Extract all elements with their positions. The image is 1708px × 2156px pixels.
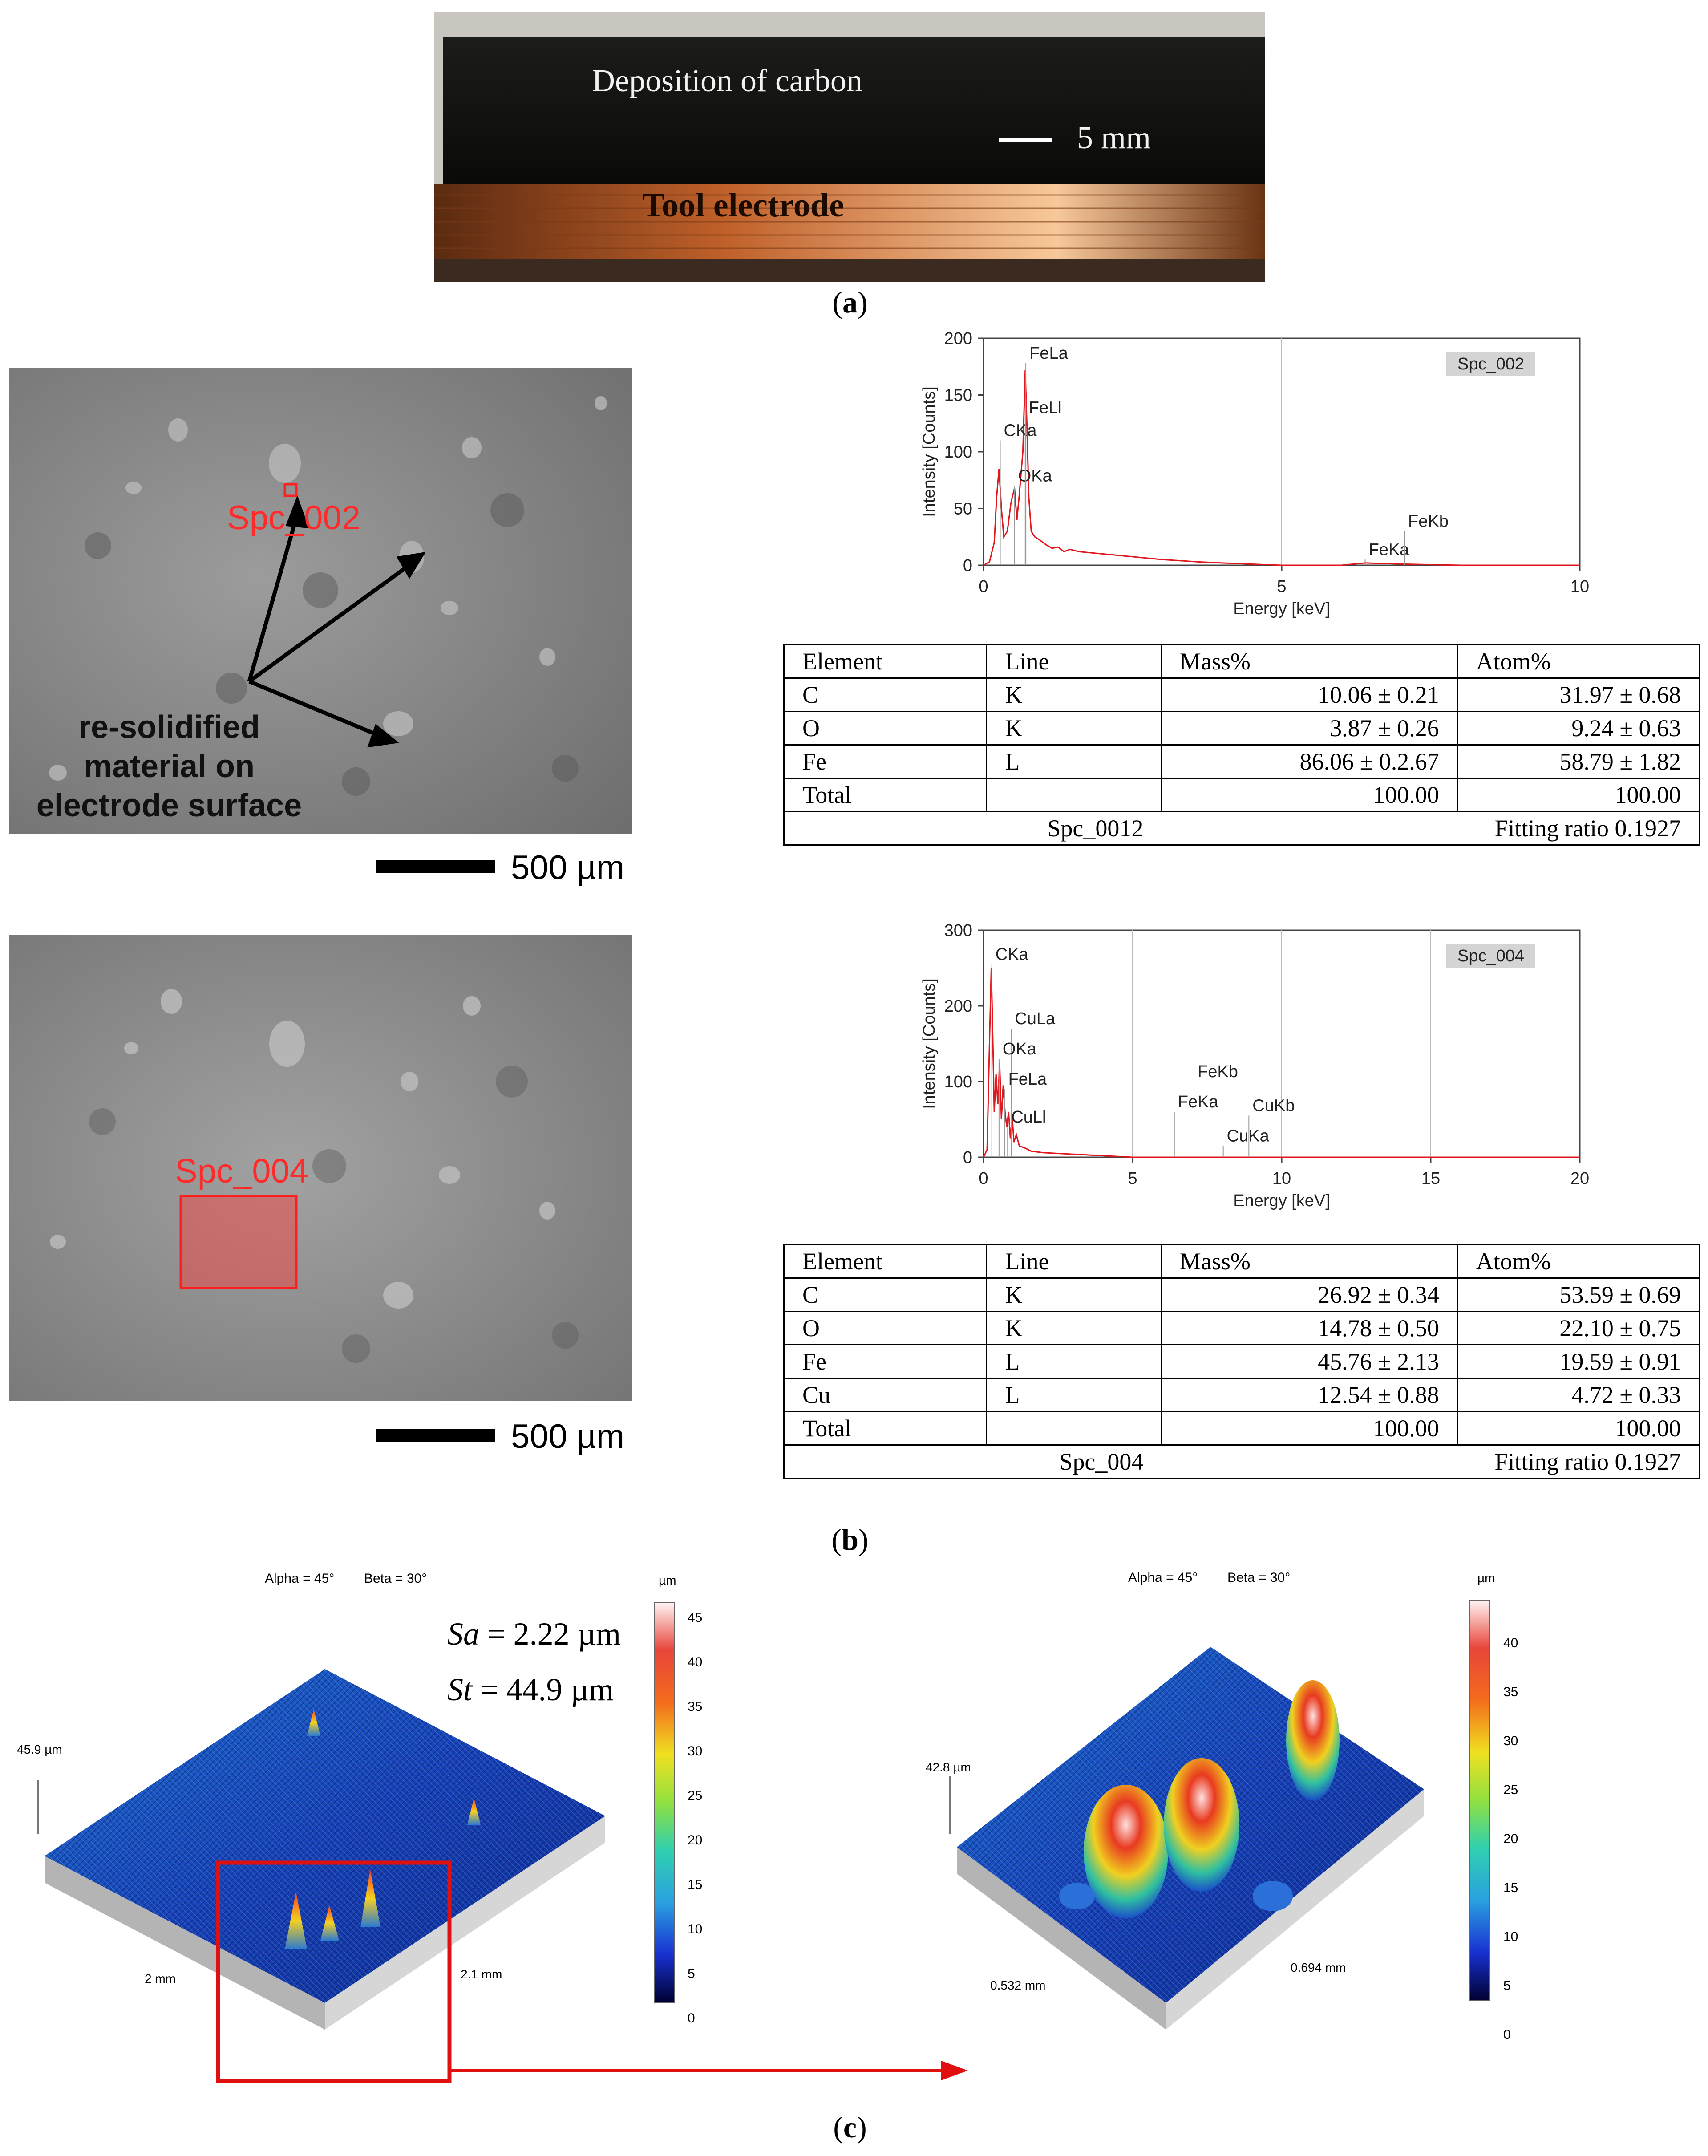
table-header-row: Element Line Mass% Atom% bbox=[783, 1244, 1700, 1279]
x-tick-label: 20 bbox=[1570, 1169, 1589, 1188]
angles-left: Alpha = 45° Beta = 30° bbox=[265, 1571, 427, 1586]
y-tick-label: 200 bbox=[944, 329, 972, 348]
table-row: Cu L 12.54 ± 0.88 4.72 ± 0.33 bbox=[783, 1378, 1700, 1412]
sem-image-1 bbox=[9, 368, 632, 834]
peak-label: FeKb bbox=[1408, 512, 1449, 531]
table-header: Atom% bbox=[1457, 1244, 1700, 1279]
legend-box bbox=[1446, 352, 1535, 376]
y-tick-label: 200 bbox=[944, 997, 972, 1016]
x-tick-label: 15 bbox=[1421, 1169, 1440, 1188]
x-axis-label: Energy [keV] bbox=[1233, 1191, 1330, 1210]
table-footer-row: Spc_0012 Fitting ratio 0.1927 bbox=[783, 811, 1700, 846]
table-footer-row: Spc_004 Fitting ratio 0.1927 bbox=[783, 1444, 1700, 1479]
peak-label: OKa bbox=[1018, 467, 1052, 486]
scale-label-1: 500 µm bbox=[511, 849, 625, 887]
st-value: St = 44.9 µm bbox=[447, 1672, 614, 1707]
table-header: Atom% bbox=[1457, 644, 1700, 679]
surface-topography-panel bbox=[0, 1558, 1708, 2105]
peak-label: FeLa bbox=[1008, 1070, 1047, 1089]
table-header: Element bbox=[783, 644, 988, 679]
x-tick-label: 0 bbox=[979, 1169, 988, 1188]
caption-a: (a) bbox=[832, 285, 868, 319]
legend-label: Spc_002 bbox=[1457, 355, 1524, 373]
table-header-row: Element Line Mass% Atom% bbox=[783, 644, 1700, 679]
spc-002-label: Spc_002 bbox=[227, 499, 361, 537]
x-tick-label: 5 bbox=[1277, 577, 1286, 596]
colorbar-ticks-right: 40 35 30 25 20 15 10 5 0 bbox=[1503, 1636, 1518, 2042]
y-tick-label: 100 bbox=[944, 443, 972, 462]
scale-label-2: 500 µm bbox=[511, 1418, 625, 1455]
caption-b: (b) bbox=[831, 1523, 869, 1556]
peak-label: CuKa bbox=[1227, 1127, 1270, 1146]
y-tick-label: 150 bbox=[944, 386, 972, 405]
scale-bar-1 bbox=[376, 860, 495, 873]
y-tick-label: 0 bbox=[963, 1148, 972, 1167]
y-tick-label: 100 bbox=[944, 1073, 972, 1091]
peak-label: CuLa bbox=[1015, 1009, 1056, 1028]
surface-3d-right bbox=[949, 1600, 1490, 2030]
table-row: Total 100.00 100.00 bbox=[783, 1411, 1700, 1446]
table-header: Mass% bbox=[1160, 644, 1458, 679]
dim-y-right: 0.694 mm bbox=[1291, 1961, 1346, 1974]
legend-label: Spc_004 bbox=[1457, 947, 1524, 965]
table-row: Total 100.00 100.00 bbox=[783, 778, 1700, 812]
scale-bar-2 bbox=[376, 1429, 495, 1442]
angles-right: Alpha = 45° Beta = 30° bbox=[1128, 1570, 1291, 1585]
deposition-label: Deposition of carbon bbox=[592, 63, 862, 98]
y-axis-label: Intensity [Counts] bbox=[920, 386, 939, 517]
table-header: Element bbox=[783, 1244, 988, 1279]
x-tick-label: 0 bbox=[979, 577, 988, 596]
peak-label: FeKa bbox=[1178, 1093, 1219, 1111]
table-row: Fe L 45.76 ± 2.13 19.59 ± 0.91 bbox=[783, 1344, 1700, 1379]
spc-004-label: Spc_004 bbox=[175, 1152, 309, 1190]
eds-spectrum-1: 0 5 10 0 50 100 150 200 Energy [keV] Intensity [C… bbox=[872, 329, 1611, 650]
peak-label: CKa bbox=[996, 945, 1029, 964]
x-tick-label: 5 bbox=[1128, 1169, 1137, 1188]
colorbar-unit-right: µm bbox=[1477, 1571, 1495, 1585]
dim-x-left: 2 mm bbox=[145, 1972, 176, 1986]
sem-image-2 bbox=[9, 935, 632, 1401]
peak-label: OKa bbox=[1003, 1040, 1037, 1058]
y-tick-label: 300 bbox=[944, 921, 972, 940]
tool-electrode-photo bbox=[434, 12, 1265, 282]
tool-electrode-label: Tool electrode bbox=[642, 186, 844, 224]
y-tick-label: 50 bbox=[954, 500, 972, 519]
caption-c: (c) bbox=[833, 2110, 867, 2144]
height-label-left: 45.9 µm bbox=[17, 1743, 62, 1756]
peak-label: FeLa bbox=[1029, 344, 1068, 363]
x-axis-label: Energy [keV] bbox=[1233, 600, 1330, 618]
y-axis-label: Intensity [Counts] bbox=[920, 978, 939, 1109]
sa-value: Sa = 2.22 µm bbox=[447, 1616, 621, 1652]
eds-spectrum-2: 0 5 10 15 20 0 100 200 300 Energy [keV] Intensity … bbox=[872, 921, 1611, 1242]
colorbar-unit-left: µm bbox=[659, 1573, 676, 1587]
peak-label: FeKb bbox=[1198, 1062, 1238, 1081]
height-label-right: 42.8 µm bbox=[926, 1760, 971, 1774]
x-tick-label: 10 bbox=[1272, 1169, 1291, 1188]
peak-label: FeLl bbox=[1029, 399, 1062, 417]
peak-label: FeKa bbox=[1369, 540, 1410, 559]
legend-box bbox=[1446, 944, 1535, 968]
dim-x-right: 0.532 mm bbox=[990, 1978, 1046, 1992]
table-row: Fe L 86.06 ± 0.2.67 58.79 ± 1.82 bbox=[783, 744, 1700, 779]
table-header: Line bbox=[986, 644, 1162, 679]
y-tick-label: 0 bbox=[963, 556, 972, 575]
table-header: Mass% bbox=[1160, 1244, 1458, 1279]
surface-3d-left bbox=[37, 1602, 968, 2083]
peak-label: CuLl bbox=[1011, 1108, 1046, 1127]
resolidified-annotation: re-solidified material on electrode surf… bbox=[36, 709, 302, 823]
x-tick-label: 10 bbox=[1570, 577, 1589, 596]
table-header: Line bbox=[986, 1244, 1162, 1279]
spectrum-line bbox=[983, 370, 1580, 566]
peak-label: CuKb bbox=[1252, 1097, 1295, 1115]
scale-5mm-label: 5 mm bbox=[1077, 120, 1151, 155]
peak-label: CKa bbox=[1004, 421, 1037, 440]
dim-y-left: 2.1 mm bbox=[461, 1967, 502, 1981]
